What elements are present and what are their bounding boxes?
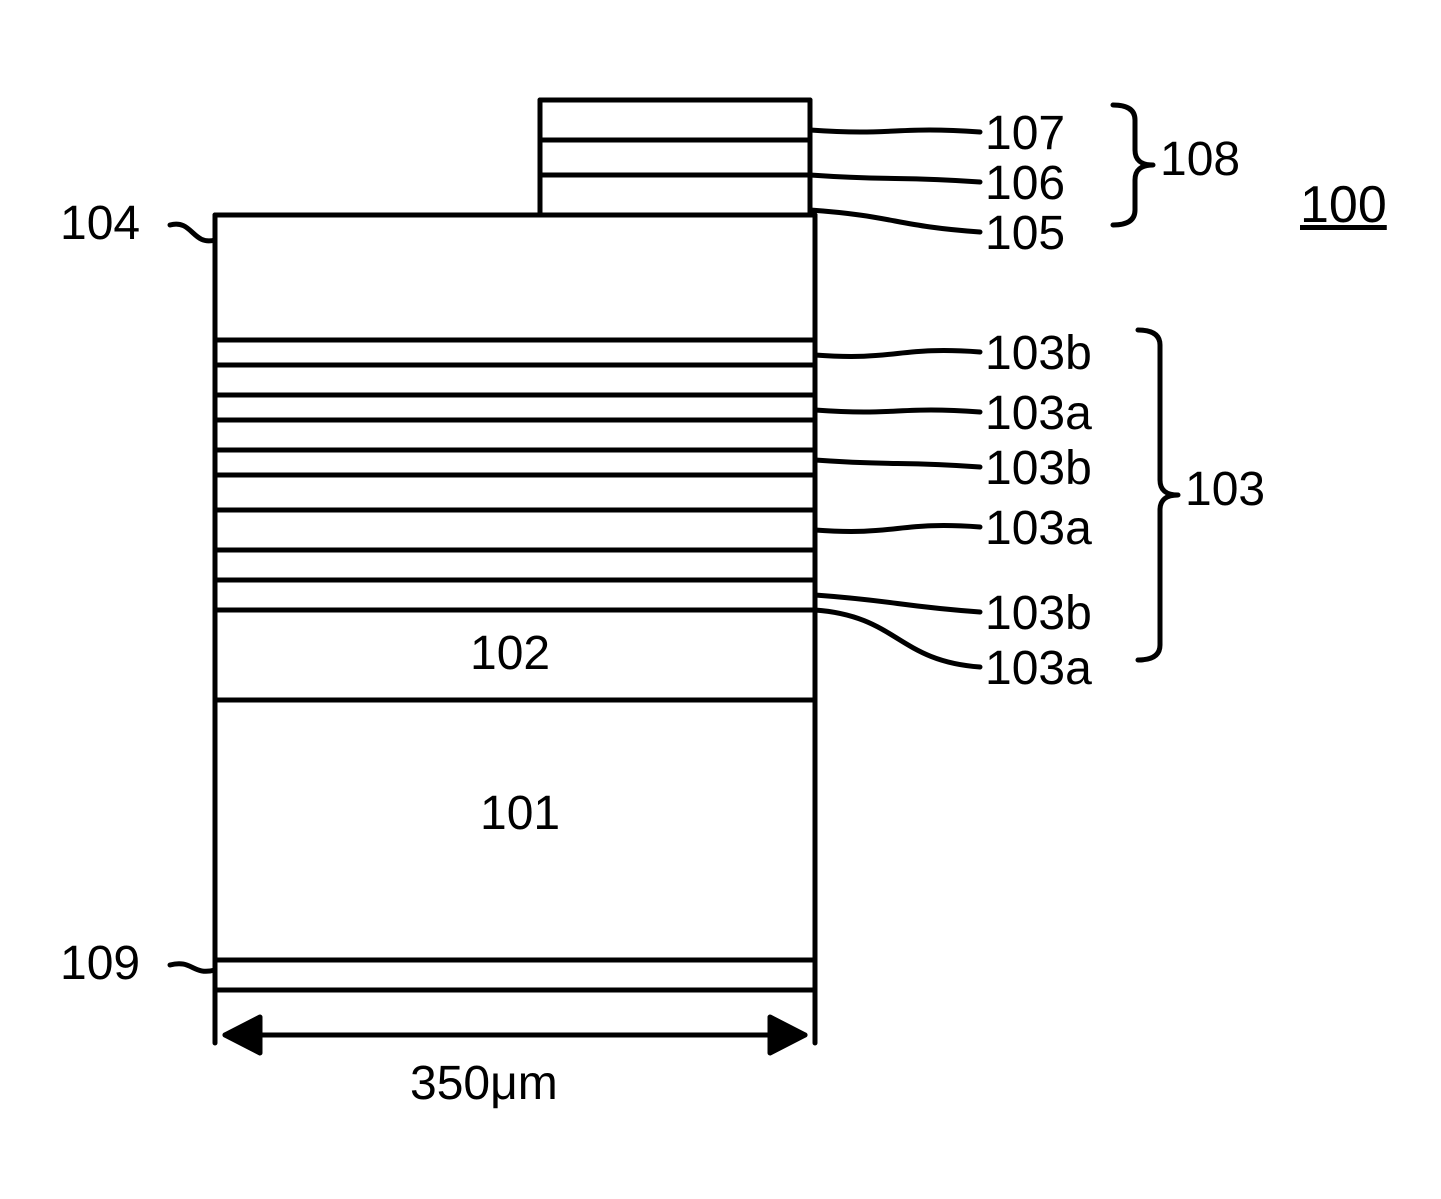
callout-label-104: 104 (60, 200, 140, 248)
layer-101-label: 101 (480, 790, 560, 838)
callout-label-107: 107 (985, 110, 1065, 158)
callout-label-103b: 103b (985, 330, 1092, 378)
diagram-container: 100 102 101 350μm 104 109 107106105 103b 10… (0, 0, 1441, 1199)
callout-label-106: 106 (985, 160, 1065, 208)
callout-label-105: 105 (985, 210, 1065, 258)
layer-102-label: 102 (470, 630, 550, 678)
brace-label-103: 103 (1185, 466, 1265, 514)
callout-label-109: 109 (60, 940, 140, 988)
brace-label-108: 108 (1160, 136, 1240, 184)
callout-label-103a: 103a (985, 390, 1092, 438)
callout-label-103a: 103a (985, 505, 1092, 553)
callout-label-103b: 103b (985, 590, 1092, 638)
figure-id-label: 100 (1300, 175, 1387, 235)
callout-label-103a: 103a (985, 645, 1092, 693)
dimension-label: 350μm (410, 1060, 558, 1108)
callout-label-103b: 103b (985, 445, 1092, 493)
